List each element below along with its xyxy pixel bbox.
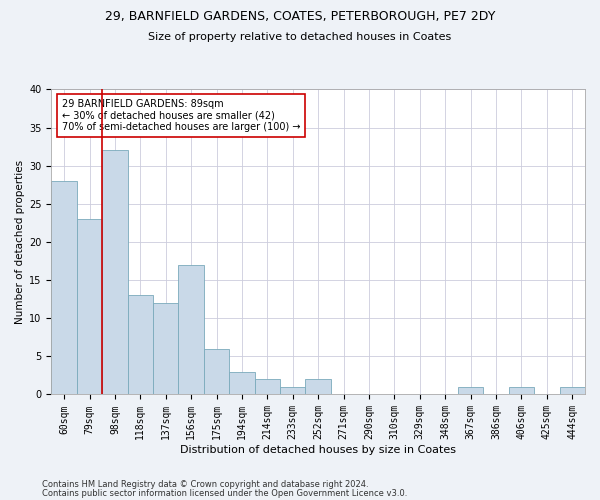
Bar bbox=[178, 265, 204, 394]
Bar bbox=[128, 296, 153, 394]
Y-axis label: Number of detached properties: Number of detached properties bbox=[15, 160, 25, 324]
Bar bbox=[458, 387, 484, 394]
Bar bbox=[560, 387, 585, 394]
Bar bbox=[52, 181, 77, 394]
Text: 29, BARNFIELD GARDENS, COATES, PETERBOROUGH, PE7 2DY: 29, BARNFIELD GARDENS, COATES, PETERBORO… bbox=[105, 10, 495, 23]
Text: Size of property relative to detached houses in Coates: Size of property relative to detached ho… bbox=[148, 32, 452, 42]
Bar bbox=[204, 348, 229, 395]
X-axis label: Distribution of detached houses by size in Coates: Distribution of detached houses by size … bbox=[180, 445, 456, 455]
Bar bbox=[153, 303, 178, 394]
Bar bbox=[229, 372, 254, 394]
Bar bbox=[254, 379, 280, 394]
Text: Contains public sector information licensed under the Open Government Licence v3: Contains public sector information licen… bbox=[42, 488, 407, 498]
Bar bbox=[305, 379, 331, 394]
Bar bbox=[102, 150, 128, 394]
Bar bbox=[509, 387, 534, 394]
Text: Contains HM Land Registry data © Crown copyright and database right 2024.: Contains HM Land Registry data © Crown c… bbox=[42, 480, 368, 489]
Text: 29 BARNFIELD GARDENS: 89sqm
← 30% of detached houses are smaller (42)
70% of sem: 29 BARNFIELD GARDENS: 89sqm ← 30% of det… bbox=[62, 98, 301, 132]
Bar bbox=[77, 219, 102, 394]
Bar bbox=[280, 387, 305, 394]
